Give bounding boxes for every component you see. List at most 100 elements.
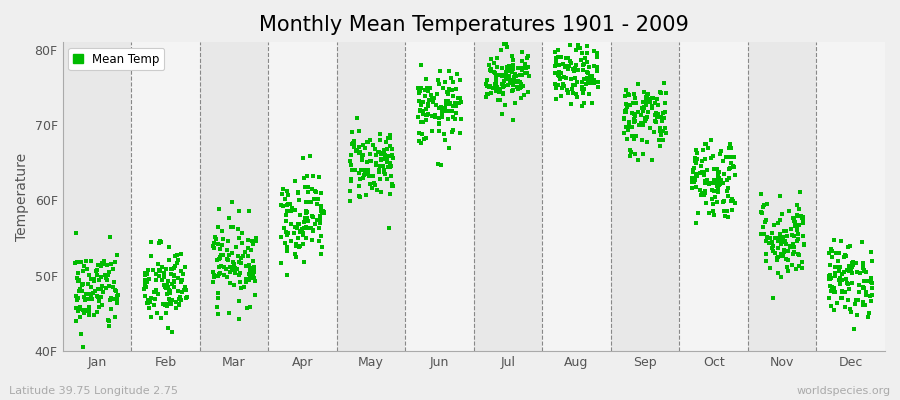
Point xyxy=(636,104,651,110)
Point xyxy=(554,76,568,82)
Point xyxy=(314,208,328,214)
Point xyxy=(160,282,175,289)
Point xyxy=(380,159,394,166)
Point xyxy=(418,93,432,99)
Point xyxy=(167,253,182,259)
Point xyxy=(248,238,263,245)
Point xyxy=(415,131,429,137)
Point xyxy=(313,216,328,223)
Point xyxy=(518,61,533,68)
Point xyxy=(422,96,436,103)
Point xyxy=(766,243,780,249)
Point xyxy=(490,72,504,78)
Point xyxy=(832,264,846,270)
Point xyxy=(762,234,777,241)
Point xyxy=(413,107,428,114)
Point xyxy=(160,325,175,332)
Point xyxy=(480,77,494,83)
Point xyxy=(238,262,253,269)
Point xyxy=(824,303,839,309)
Point xyxy=(508,72,523,79)
Point xyxy=(548,70,562,76)
Point xyxy=(411,85,426,92)
Point xyxy=(355,152,369,159)
Point xyxy=(654,90,669,96)
Point xyxy=(653,114,668,120)
Point xyxy=(166,272,181,278)
Point xyxy=(756,224,770,230)
Point xyxy=(778,238,792,245)
Point xyxy=(495,64,509,71)
Point xyxy=(79,306,94,313)
Point xyxy=(859,292,873,298)
Point xyxy=(224,223,238,230)
Point xyxy=(216,236,230,242)
Point xyxy=(295,241,310,248)
Point xyxy=(549,96,563,102)
Point xyxy=(245,273,259,280)
Point xyxy=(518,70,532,77)
Point xyxy=(291,234,305,241)
Point xyxy=(500,65,515,72)
Point xyxy=(156,301,170,308)
Point xyxy=(374,189,388,196)
Point xyxy=(787,218,801,224)
Point xyxy=(647,129,662,136)
Point xyxy=(110,297,124,303)
Point xyxy=(247,258,261,264)
Point xyxy=(716,208,731,214)
Point xyxy=(762,234,777,241)
Point xyxy=(244,247,258,254)
Point xyxy=(371,148,385,155)
Point xyxy=(416,110,430,116)
Point xyxy=(783,226,797,233)
Point xyxy=(73,304,87,310)
Point xyxy=(551,34,565,41)
Point xyxy=(687,165,701,172)
Point xyxy=(631,122,645,128)
Point xyxy=(837,254,851,260)
Point xyxy=(698,141,712,147)
Point xyxy=(363,151,377,157)
Point xyxy=(619,124,634,130)
Point xyxy=(306,173,320,179)
Point xyxy=(580,42,594,49)
Point xyxy=(95,288,110,295)
Point xyxy=(623,146,637,153)
Point xyxy=(505,53,519,60)
Point xyxy=(693,170,707,176)
Point xyxy=(104,296,118,303)
Point xyxy=(713,151,727,157)
Point xyxy=(155,277,169,284)
Point xyxy=(72,288,86,294)
Point xyxy=(138,292,152,299)
Point xyxy=(382,134,397,141)
Point xyxy=(159,266,174,272)
Point xyxy=(724,145,738,152)
Point xyxy=(581,64,596,70)
Point xyxy=(707,179,722,185)
Point xyxy=(309,189,323,195)
Point xyxy=(350,115,365,122)
Point xyxy=(71,270,86,276)
Point xyxy=(377,156,392,162)
Point xyxy=(582,91,597,97)
Point xyxy=(763,235,778,241)
Point xyxy=(574,56,589,63)
Point xyxy=(652,137,666,144)
Point xyxy=(178,294,193,301)
Bar xyxy=(748,42,816,351)
Point xyxy=(232,235,247,242)
Point xyxy=(689,184,704,190)
Point xyxy=(618,109,633,116)
Point xyxy=(626,100,640,106)
Bar xyxy=(543,42,611,351)
Point xyxy=(87,288,102,294)
Point xyxy=(163,290,177,296)
Point xyxy=(293,212,308,218)
Point xyxy=(717,171,732,178)
Point xyxy=(361,171,375,177)
Point xyxy=(825,254,840,260)
Point xyxy=(420,84,435,91)
Point xyxy=(158,284,173,291)
